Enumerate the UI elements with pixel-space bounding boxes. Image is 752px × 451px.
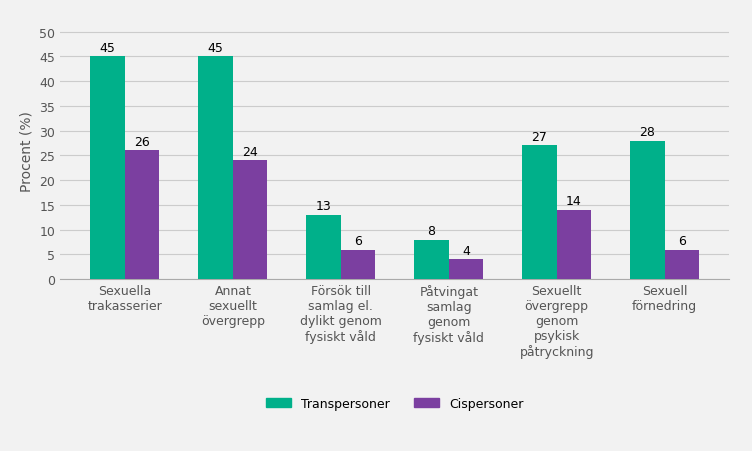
Bar [414,240,449,280]
Text: 28: 28 [639,126,655,139]
Text: 45: 45 [100,41,116,55]
Bar [630,141,665,280]
Bar [449,260,484,280]
Bar [522,146,556,280]
Bar [341,250,375,280]
Bar [556,211,591,280]
Legend: Transpersoner, Cispersoner: Transpersoner, Cispersoner [261,392,529,415]
Text: 6: 6 [354,235,362,248]
Text: 45: 45 [208,41,223,55]
Bar [665,250,699,280]
Bar [125,151,159,280]
Y-axis label: Procent (%): Procent (%) [20,111,34,191]
Bar [90,57,125,280]
Text: 27: 27 [532,131,547,144]
Text: 8: 8 [427,225,435,238]
Text: 14: 14 [566,195,582,208]
Text: 24: 24 [242,146,258,158]
Text: 26: 26 [135,136,150,149]
Text: 4: 4 [462,244,470,258]
Bar [199,57,233,280]
Bar [306,216,341,280]
Text: 6: 6 [678,235,686,248]
Text: 13: 13 [316,200,332,213]
Bar [233,161,268,280]
